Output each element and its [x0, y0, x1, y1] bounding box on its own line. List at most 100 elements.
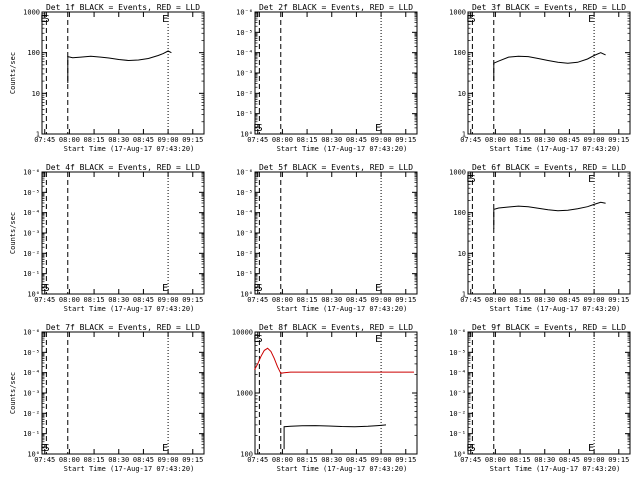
x-axis-label: Start Time (17-Aug-17 07:43:20) [277, 305, 408, 313]
panel-7: Det 7f BLACK = Events, RED = LLD 10⁰ 10⁻¹ 1… [9, 323, 205, 473]
y-tick-label: 100 [240, 451, 253, 459]
y-tick-label: 10⁻⁴ [23, 369, 40, 377]
event-marker-label: E [466, 14, 472, 25]
x-tick-label: 08:00 [59, 456, 80, 464]
y-tick-label: 10⁻⁵ [23, 189, 40, 197]
y-tick-label: 100 [453, 49, 466, 57]
x-tick-label: 08:00 [485, 296, 506, 304]
y-tick-label: 10 [458, 90, 466, 98]
panel-2: Det 2f BLACK = Events, RED = LLD 10⁰ 10⁻¹ 1… [236, 3, 418, 153]
x-tick-label: 08:00 [485, 456, 506, 464]
x-tick-label: 07:45 [460, 296, 481, 304]
x-tick-label: 09:15 [395, 296, 416, 304]
x-axis-label: Start Time (17-Aug-17 07:43:20) [277, 145, 408, 153]
x-tick-label: 07:45 [34, 456, 55, 464]
x-tick-label: 09:15 [395, 136, 416, 144]
y-tick-label: 10⁻¹ [236, 110, 253, 118]
event-marker-label: S [44, 14, 50, 25]
x-axis-label: Start Time (17-Aug-17 07:43:20) [64, 465, 195, 473]
y-axis-label: Counts/sec [9, 372, 17, 414]
event-marker-label: E [375, 334, 381, 345]
x-tick-label: 09:15 [395, 456, 416, 464]
x-tick-label: 09:00 [158, 456, 179, 464]
y-tick-label: 10⁻² [23, 250, 40, 258]
x-tick-label: 09:00 [371, 136, 392, 144]
y-tick-label: 1000 [23, 9, 40, 17]
y-tick-label: 10⁻⁶ [23, 169, 40, 177]
y-axis-label: Counts/sec [9, 212, 17, 254]
x-tick-label: 08:30 [534, 136, 555, 144]
x-tick-label: 08:15 [297, 136, 318, 144]
y-tick-label: 10 [32, 90, 40, 98]
x-tick-label: 09:00 [584, 296, 605, 304]
event-marker-label: E [162, 14, 168, 25]
y-tick-label: 10⁰ [27, 451, 40, 459]
event-marker-label: E [40, 14, 46, 25]
event-marker-label: E [40, 443, 46, 454]
x-tick-label: 08:45 [133, 136, 154, 144]
panel-title: Det 4f BLACK = Events, RED = LLD [46, 163, 200, 172]
event-marker-label: E [588, 14, 594, 25]
x-tick-label: 08:45 [346, 456, 367, 464]
x-tick-label: 09:00 [584, 136, 605, 144]
panel-8: Det 8f BLACK = Events, RED = LLD 100 1000 1… [232, 323, 418, 473]
x-tick-label: 08:00 [59, 296, 80, 304]
plot-frame [467, 11, 631, 135]
y-tick-label: 1000 [449, 169, 466, 177]
plot-frame [41, 171, 205, 295]
x-axis-label: Start Time (17-Aug-17 07:43:20) [277, 465, 408, 473]
panel-title: Det 9f BLACK = Events, RED = LLD [472, 323, 626, 332]
y-tick-label: 10⁻³ [23, 390, 40, 398]
x-axis-label: Start Time (17-Aug-17 07:43:20) [490, 145, 621, 153]
y-tick-label: 1000 [449, 9, 466, 17]
x-axis-label: Start Time (17-Aug-17 07:43:20) [490, 305, 621, 313]
y-tick-label: 1 [36, 131, 40, 139]
x-tick-label: 09:15 [608, 296, 629, 304]
lld-series-line [254, 347, 414, 374]
events-series-line [493, 201, 606, 229]
y-tick-label: 10⁻⁶ [23, 329, 40, 337]
event-marker-label: E [253, 334, 259, 345]
x-tick-label: 07:45 [34, 296, 55, 304]
x-axis-label: Start Time (17-Aug-17 07:43:20) [490, 465, 621, 473]
x-tick-label: 09:00 [158, 296, 179, 304]
y-tick-label: 10⁻³ [449, 390, 466, 398]
event-marker-label: E [375, 123, 381, 134]
x-tick-label: 08:15 [84, 136, 105, 144]
x-tick-label: 08:15 [510, 456, 531, 464]
panel-title: Det 7f BLACK = Events, RED = LLD [46, 323, 200, 332]
panel-1: Det 1f BLACK = Events, RED = LLD 1 10 100 10… [9, 3, 205, 153]
y-tick-label: 10⁻² [449, 410, 466, 418]
x-tick-label: 08:45 [133, 296, 154, 304]
event-marker-label: S [257, 334, 263, 345]
x-tick-label: 09:15 [182, 136, 203, 144]
y-tick-label: 10⁻³ [236, 70, 253, 78]
x-tick-label: 08:30 [108, 136, 129, 144]
x-tick-label: 09:00 [584, 456, 605, 464]
panel-title: Det 1f BLACK = Events, RED = LLD [46, 3, 200, 12]
y-tick-label: 10⁻⁵ [236, 29, 253, 37]
x-tick-label: 08:15 [84, 456, 105, 464]
x-tick-label: 07:45 [247, 456, 268, 464]
x-tick-label: 08:15 [297, 456, 318, 464]
x-axis-label: Start Time (17-Aug-17 07:43:20) [64, 145, 195, 153]
x-tick-label: 08:15 [84, 296, 105, 304]
event-marker-label: E [253, 283, 259, 294]
y-tick-label: 1 [462, 131, 466, 139]
y-tick-label: 10⁰ [27, 291, 40, 299]
y-tick-label: 10⁻⁴ [23, 209, 40, 217]
y-tick-label: 10⁻³ [236, 230, 253, 238]
y-tick-label: 10⁻² [23, 410, 40, 418]
y-tick-label: 10⁻⁶ [449, 329, 466, 337]
y-tick-label: 10⁰ [240, 131, 253, 139]
event-marker-label: E [40, 283, 46, 294]
x-tick-label: 09:00 [371, 296, 392, 304]
x-tick-label: 08:30 [534, 456, 555, 464]
event-marker-label: S [257, 283, 263, 294]
y-tick-label: 10⁻¹ [236, 270, 253, 278]
panel-6: Det 6f BLACK = Events, RED = LLD 1 10 100 10… [449, 163, 631, 313]
event-marker-label: E [162, 443, 168, 454]
event-marker-label: S [44, 283, 50, 294]
panel-title: Det 6f BLACK = Events, RED = LLD [472, 163, 626, 172]
